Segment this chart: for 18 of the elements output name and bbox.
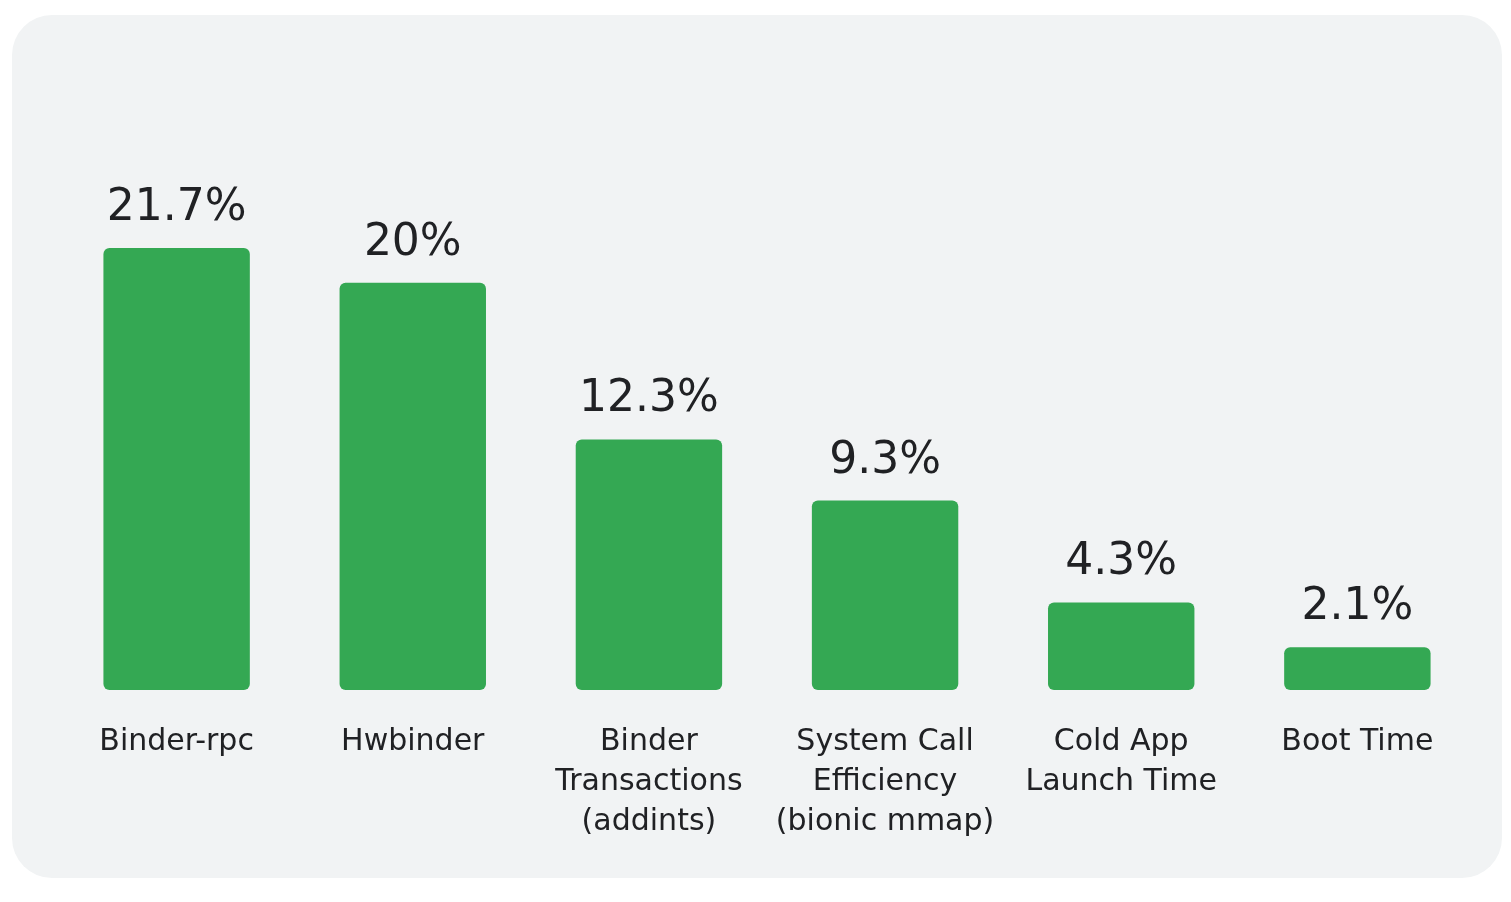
x-tick-label: Binder-rpc (99, 722, 254, 757)
bar (1284, 647, 1431, 690)
x-tick-label: Cold App Launch Time (1025, 722, 1218, 797)
data-label: 21.7% (106, 179, 247, 230)
data-label: 12.3% (579, 370, 719, 422)
data-label: 4.3% (1065, 533, 1178, 585)
bar (339, 282, 486, 690)
bar (811, 500, 959, 690)
data-label: 20% (363, 213, 462, 265)
data-label: 2.1% (1301, 578, 1414, 630)
x-tick-label: Hwbinder (341, 722, 486, 757)
bar (103, 248, 250, 690)
x-tick-label: Binder Transactions (addints) (554, 722, 743, 837)
x-tick-label: Boot Time (1281, 722, 1434, 757)
bar (1048, 602, 1195, 690)
bar (575, 439, 723, 690)
data-label: 9.3% (829, 431, 941, 483)
x-tick-label: System Call Efficiency (bionic mmap) (775, 722, 995, 837)
